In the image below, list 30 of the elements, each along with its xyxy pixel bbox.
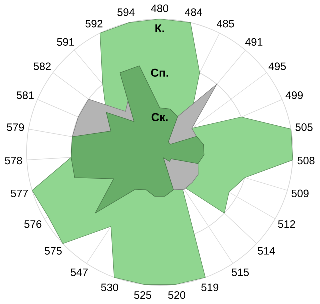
spoke-label: 505 (296, 124, 313, 132)
y-tick-label: Сп. (151, 68, 168, 78)
spoke-label: 512 (278, 220, 296, 228)
spoke-label: 592 (86, 20, 103, 28)
spoke-label: 514 (258, 247, 276, 255)
spoke-label: 484 (185, 8, 202, 16)
spoke-label: 509 (292, 190, 309, 198)
spoke-label: 491 (245, 38, 263, 46)
y-tick-label: К. (156, 24, 164, 33)
y-tick-label: Ск. (152, 113, 168, 122)
spoke-label: 520 (168, 292, 186, 300)
spoke-label: 578 (5, 157, 22, 165)
spoke-label: 495 (268, 62, 286, 70)
spoke-label: 485 (217, 20, 234, 28)
spoke-label: 594 (118, 8, 135, 16)
spoke-label: 579 (7, 124, 24, 132)
spoke-label: 515 (232, 268, 250, 276)
spoke-label: 480 (151, 4, 169, 12)
spoke-label: 575 (44, 247, 62, 255)
spoke-label: 591 (57, 38, 74, 46)
spoke-label: 508 (298, 157, 315, 165)
spoke-label: 577 (11, 190, 28, 198)
spoke-label: 525 (134, 292, 152, 300)
spoke-label: 576 (24, 220, 42, 228)
spoke-label: 530 (101, 284, 118, 292)
spoke-label: 547 (70, 268, 88, 276)
spoke-label: 519 (202, 284, 219, 292)
spoke-label: 581 (16, 92, 34, 100)
spoke-label: 582 (34, 62, 51, 70)
spoke-label: 499 (286, 92, 303, 100)
